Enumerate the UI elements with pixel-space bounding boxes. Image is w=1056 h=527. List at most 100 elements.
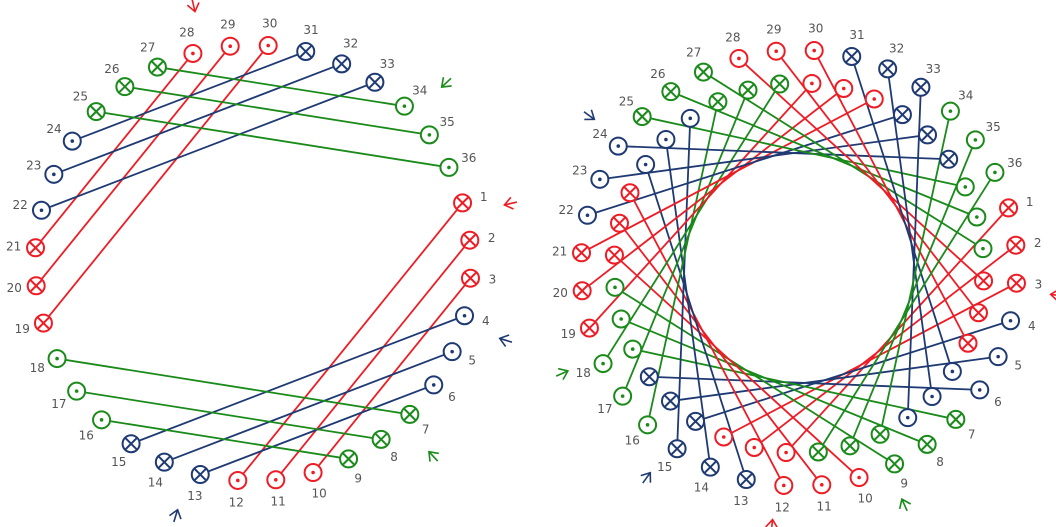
slot-32-cross-icon	[332, 54, 352, 74]
right-winding-diagram: 1234567891011121314151617181920212223242…	[552, 22, 1056, 527]
slot-7-cross-icon	[946, 409, 966, 429]
coil-22-33	[41, 81, 376, 212]
slot-number-label: 30	[808, 22, 823, 36]
coil-33	[906, 87, 922, 418]
coil-8-17	[76, 390, 382, 441]
slot-number-label: 1	[1026, 195, 1034, 209]
coil-10	[613, 254, 860, 479]
coil-5	[670, 355, 999, 402]
slot-number-label: 27	[686, 45, 701, 59]
slot-25-cross-icon	[632, 107, 652, 127]
coil-25	[641, 115, 966, 188]
slot-1-cross-icon	[999, 198, 1019, 218]
slot-14-cross-icon	[154, 452, 174, 472]
slot-9-cross-icon	[885, 454, 905, 474]
slot-3-cross-icon	[1006, 273, 1026, 293]
slot-number-label: 28	[179, 25, 194, 39]
coil-connections	[581, 50, 1017, 486]
slot-18-dot-icon	[47, 349, 67, 369]
slot-17-inner-cross-icon	[639, 367, 659, 387]
slot-number-label: 22	[12, 198, 27, 212]
slot-24-dot-icon	[62, 131, 82, 151]
slots: 1234567891011121314151617181920212223242…	[552, 22, 1042, 515]
coil-8	[620, 318, 928, 446]
slot-4-inner-cross-icon	[969, 303, 989, 323]
coil-23	[599, 134, 928, 181]
coil-21	[581, 98, 875, 254]
coil-14	[665, 139, 712, 468]
coil-24	[618, 145, 949, 161]
slot-number-label: 34	[958, 88, 973, 102]
slot-number-label: 20	[553, 286, 568, 300]
coil-connections	[34, 44, 472, 482]
coil-28	[738, 57, 985, 282]
slot-number-label: 22	[558, 203, 573, 217]
slot-2-inner-dot-icon	[973, 239, 993, 259]
slot-19-cross-icon	[579, 318, 599, 338]
coil-15	[676, 118, 692, 449]
slot-number-label: 5	[1014, 359, 1022, 373]
slot-31-cross-icon	[842, 46, 862, 66]
slot-30-dot-icon	[804, 41, 824, 61]
slot-number-label: 15	[657, 460, 672, 474]
slot-8-cross-icon	[371, 429, 391, 449]
slot-number-label: 29	[220, 17, 235, 31]
slot-number-label: 19	[561, 327, 576, 341]
slot-31-cross-icon	[296, 41, 316, 61]
slot-34-dot-icon	[940, 101, 960, 121]
coil-1-12	[237, 202, 464, 482]
slot-9-inner-cross-icon	[870, 424, 890, 444]
slot-number-label: 7	[968, 428, 976, 442]
slot-number-label: 13	[733, 494, 748, 508]
slot-27-inner-cross-icon	[708, 92, 728, 112]
slot-24-dot-icon	[608, 136, 628, 156]
phase-arrow-icon	[186, 0, 200, 13]
slot-number-label: 14	[694, 480, 709, 494]
slot-number-label: 10	[858, 492, 873, 506]
slot-number-label: 9	[900, 477, 908, 491]
slot-20-cross-icon	[26, 276, 46, 296]
slot-33-cross-icon	[911, 77, 931, 97]
slot-36-dot-icon	[985, 162, 1005, 182]
slot-number-label: 17	[597, 402, 612, 416]
slot-13-cross-icon	[190, 465, 210, 485]
slot-36-dot-icon	[439, 157, 459, 177]
slot-number-label: 32	[343, 37, 358, 51]
coil-30	[813, 50, 969, 344]
slot-35-dot-icon	[965, 130, 985, 150]
slot-number-label: 16	[79, 429, 94, 443]
coil-23-32	[53, 63, 342, 176]
slot-11-dot-icon	[812, 475, 832, 495]
coil-36	[817, 171, 996, 453]
coil-20-29	[35, 45, 231, 287]
slot-8-inner-dot-icon	[898, 408, 918, 428]
coil-3	[723, 282, 1017, 438]
slot-7-cross-icon	[400, 404, 420, 424]
slot-16-dot-icon	[92, 410, 112, 430]
coil-16	[646, 101, 719, 426]
slot-30-dot-icon	[258, 36, 278, 56]
slot-number-label: 15	[111, 455, 126, 469]
slot-number-label: 26	[104, 62, 119, 76]
slot-10-dot-icon	[849, 468, 869, 488]
slot-26-cross-icon	[115, 77, 135, 97]
coil-22	[587, 113, 903, 217]
coil-7	[632, 348, 957, 421]
slot-number-label: 11	[270, 495, 285, 509]
slot-number-label: 26	[650, 67, 665, 81]
left-winding-diagram: 1234567891011121314151617181920212223242…	[6, 0, 518, 523]
slot-number-label: 7	[422, 423, 430, 437]
slot-17-dot-icon	[67, 381, 87, 401]
slot-32-cross-icon	[878, 59, 898, 79]
slot-number-label: 31	[303, 23, 318, 37]
slot-19-cross-icon	[33, 313, 53, 333]
slot-number-label: 32	[889, 42, 904, 56]
slot-2-cross-icon	[460, 230, 480, 250]
slot-28-dot-icon	[729, 48, 749, 68]
slot-21-cross-icon	[572, 243, 592, 263]
slot-15-inner-cross-icon	[686, 411, 706, 431]
slot-22-inner-cross-icon	[609, 213, 629, 233]
coil-25-36	[96, 110, 450, 169]
slot-17-dot-icon	[613, 386, 633, 406]
slot-number-label: 21	[6, 239, 21, 253]
